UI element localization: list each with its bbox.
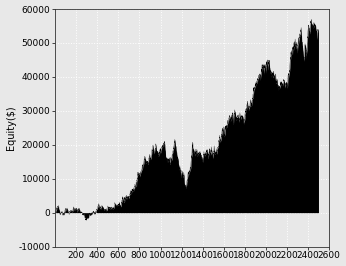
Y-axis label: Equity($): Equity($): [6, 106, 16, 150]
